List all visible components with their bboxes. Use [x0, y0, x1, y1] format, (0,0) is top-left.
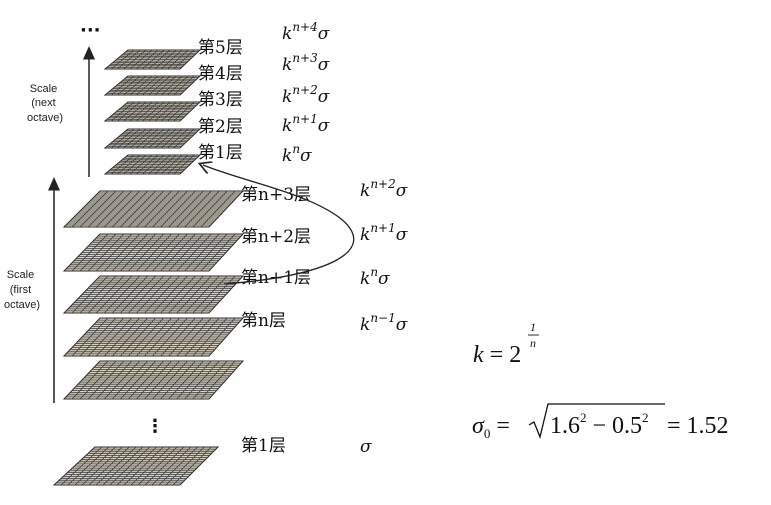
grid-plane-next-2	[103, 128, 202, 149]
grid-plane-next-3	[103, 101, 202, 122]
octave-transition-arrow	[203, 165, 355, 285]
next-octave-layer-4: 第4层 kn+3σ	[198, 51, 330, 84]
formula-k: k = 2 1 n	[473, 320, 539, 368]
first-octave-axis-line-3: octave)	[4, 299, 40, 311]
scale-value: kn+2σ	[360, 177, 408, 201]
scale-value: kn+1σ	[360, 221, 408, 245]
next-octave-axis-line-1: Scale	[30, 83, 58, 95]
first-octave-axis-line-2: (first	[10, 284, 31, 296]
next-octave-layer-3: 第3层 kn+2σ	[198, 83, 330, 110]
scale-value: kn+2σ	[282, 83, 330, 107]
formula-sigma0: σ0 = 1.62 − 0.52 = 1.52	[472, 403, 729, 441]
layer-label: 第1层	[241, 436, 286, 456]
first-octave-axis-line-1: Scale	[7, 269, 35, 281]
grid-plane-first-n3	[62, 190, 245, 228]
layer-label: 第n+3层	[241, 185, 311, 205]
grid-layers	[52, 49, 245, 486]
layer-label: 第n+2层	[241, 227, 311, 247]
grid-plane-next-4	[103, 75, 202, 96]
formula-k-exp-num: 1	[530, 320, 536, 334]
layer-label: 第3层	[198, 90, 243, 110]
scale-value: knσ	[282, 142, 312, 166]
first-octave-layer-n-plus-2: 第n+2层 kn+1σ	[241, 221, 408, 247]
layer-label: 第5层	[198, 38, 243, 58]
formula-k-exp-den: n	[530, 336, 536, 350]
first-octave-layer-n: 第n层 kn−1σ	[241, 311, 408, 335]
scale-value: σ	[360, 437, 372, 457]
formula-sigma0-lhs: σ0 =	[472, 413, 510, 441]
next-octave-layer-5: 第5层 kn+4σ	[198, 20, 330, 58]
next-octave-layer-1: 第1层 knσ	[198, 142, 312, 166]
grid-plane-first-1	[52, 446, 220, 486]
grid-plane-first-n2	[62, 233, 245, 272]
scale-value: kn+3σ	[282, 51, 330, 75]
layer-label: 第n层	[241, 311, 286, 331]
layer-label: 第2层	[198, 117, 243, 137]
first-octave-axis-label: Scale (first octave)	[4, 269, 40, 311]
grid-plane-first-n	[62, 317, 245, 357]
grid-plane-first-n1	[62, 275, 245, 314]
formula-radicand: 1.62 − 0.52	[550, 410, 649, 439]
sqrt-symbol	[528, 403, 665, 440]
scale-value: kn−1σ	[360, 311, 408, 335]
scale-value: kn+1σ	[282, 112, 330, 136]
scale-value: kn+4σ	[282, 20, 330, 44]
first-octave-layer-n-plus-3: 第n+3层 kn+2σ	[241, 177, 408, 205]
layer-label: 第1层	[198, 143, 243, 163]
next-octave-axis-line-2: (next	[31, 97, 55, 109]
grid-plane-next-5	[103, 49, 202, 70]
next-octave-axis-label: Scale (next octave)	[27, 83, 63, 124]
next-octave-layer-2: 第2层 kn+1σ	[198, 112, 330, 137]
formula-result: = 1.52	[667, 413, 729, 439]
top-ellipsis: ···	[80, 20, 101, 41]
grid-plane-first-n-1	[62, 360, 245, 400]
first-octave-layer-1: 第1层 σ	[241, 436, 372, 457]
next-octave-axis-line-3: octave)	[27, 112, 63, 124]
vertical-ellipsis: ⋮	[146, 416, 164, 437]
formula-k-text: k = 2	[473, 342, 521, 368]
layer-label: 第4层	[198, 64, 243, 84]
scale-value: knσ	[360, 265, 390, 289]
grid-plane-next-1	[103, 154, 202, 175]
